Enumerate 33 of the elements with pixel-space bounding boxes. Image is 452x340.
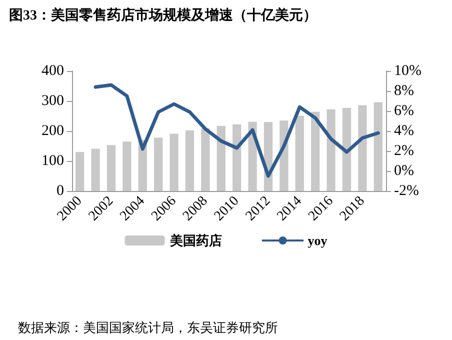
bar [232,124,242,191]
bar [106,145,116,191]
y-tick-label: 0 [56,183,64,199]
legend-label: yoy [308,233,328,248]
y-tick-label: 300 [42,93,64,109]
bar [154,138,163,191]
bar [374,102,382,191]
bar [358,105,367,191]
y2-tick-label: 8% [394,83,414,99]
source-note: 数据来源：美国国家统计局，东吴证券研究所 [18,320,278,335]
bar [170,134,178,191]
bar [342,108,352,191]
chart-title: 图33：美国零售药店市场规模及增速（十亿美元） [9,6,317,24]
y2-tick-label: 6% [394,103,414,119]
bar [311,112,320,191]
y2-tick-label: 10% [394,63,422,79]
bar [201,128,210,191]
y2-tick-label: 2% [394,143,414,159]
y-tick-label: 200 [42,123,64,139]
bar [326,109,336,191]
bar [216,126,226,191]
y-tick-label: 100 [42,153,64,169]
y2-tick-label: -2% [394,183,419,199]
line-series [94,83,380,178]
bar [122,142,132,191]
y-tick-label: 400 [42,63,64,79]
bar [185,130,194,191]
bar [91,148,100,191]
y2-tick-label: 0% [394,163,414,179]
y2-tick-label: 4% [394,123,414,139]
bar [76,152,84,191]
legend-label: 美国药店 [168,233,222,248]
bar [295,116,304,191]
